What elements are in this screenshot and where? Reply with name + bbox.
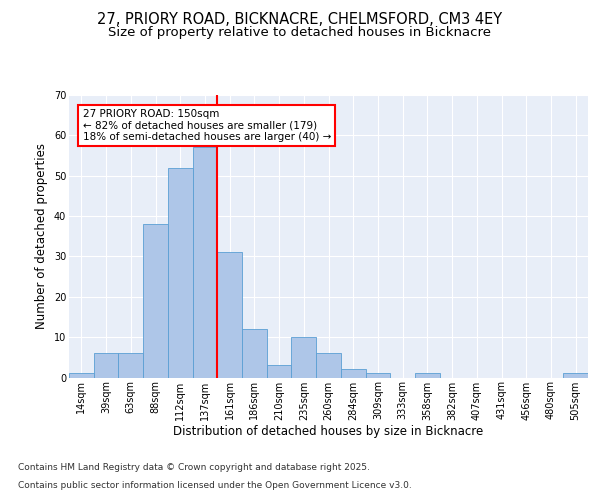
Bar [292, 337, 316, 378]
Bar [563, 374, 588, 378]
Bar [341, 370, 365, 378]
Bar [267, 366, 292, 378]
Text: 27 PRIORY ROAD: 150sqm
← 82% of detached houses are smaller (179)
18% of semi-de: 27 PRIORY ROAD: 150sqm ← 82% of detached… [83, 109, 331, 142]
Bar [193, 148, 217, 378]
Bar [94, 354, 118, 378]
Text: Contains HM Land Registry data © Crown copyright and database right 2025.: Contains HM Land Registry data © Crown c… [18, 464, 370, 472]
Bar [415, 374, 440, 378]
Bar [217, 252, 242, 378]
Bar [143, 224, 168, 378]
Text: Size of property relative to detached houses in Bicknacre: Size of property relative to detached ho… [109, 26, 491, 39]
Bar [365, 374, 390, 378]
Text: Contains public sector information licensed under the Open Government Licence v3: Contains public sector information licen… [18, 481, 412, 490]
Y-axis label: Number of detached properties: Number of detached properties [35, 143, 48, 329]
Bar [242, 329, 267, 378]
Bar [118, 354, 143, 378]
Bar [69, 374, 94, 378]
Bar [316, 354, 341, 378]
Bar [168, 168, 193, 378]
X-axis label: Distribution of detached houses by size in Bicknacre: Distribution of detached houses by size … [173, 425, 484, 438]
Text: 27, PRIORY ROAD, BICKNACRE, CHELMSFORD, CM3 4EY: 27, PRIORY ROAD, BICKNACRE, CHELMSFORD, … [97, 12, 503, 28]
